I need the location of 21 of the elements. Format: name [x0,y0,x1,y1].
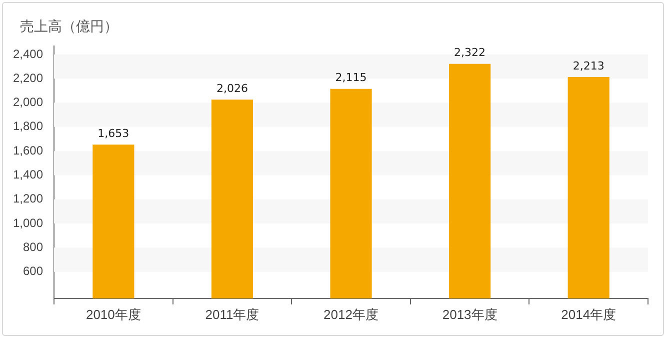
y-tick-label: 1,600 [13,143,44,158]
data-label: 2,115 [335,71,367,84]
y-tick-label: 2,200 [13,70,44,85]
y-tick-label: 800 [23,240,44,254]
y-tick-label: 1,000 [13,216,44,230]
y-tick-label: 1,400 [13,168,44,182]
data-label: 2,322 [454,46,486,60]
data-label: 1,653 [98,127,130,140]
y-tick-label: 2,400 [13,46,44,61]
x-tick-label: 2013年度 [442,306,498,322]
y-tick-label: 1,800 [13,119,44,134]
y-tick-label: 2,000 [13,95,44,110]
y-tick-label: 1,200 [13,192,44,206]
x-tick-label: 2010年度 [86,306,141,322]
x-tick-label: 2014年度 [561,306,616,322]
data-label: 2,213 [572,59,604,72]
y-tick-label: 600 [23,264,44,278]
x-tick-label: 2011年度 [205,306,260,322]
data-label: 2,026 [216,82,248,95]
x-tick-label: 2012年度 [324,306,378,322]
y-axis-title: 売上高（億円） [20,18,118,36]
